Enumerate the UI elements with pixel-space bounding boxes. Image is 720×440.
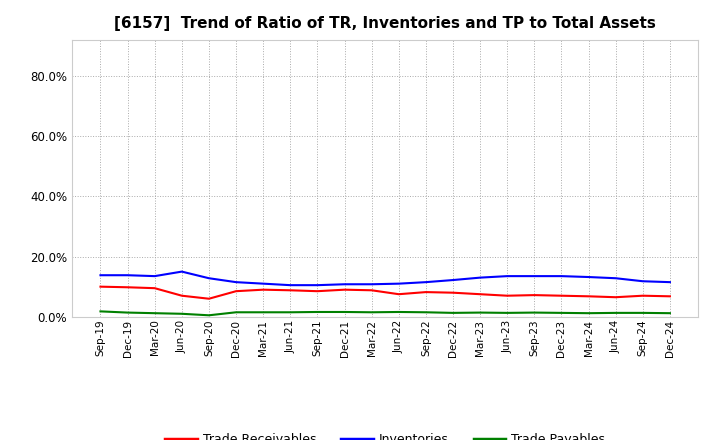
Inventories: [313, 282, 322, 288]
Trade Receivables: [665, 293, 674, 299]
Trade Payables: [476, 310, 485, 315]
Inventories: [530, 274, 539, 279]
Trade Receivables: [449, 290, 457, 295]
Trade Receivables: [395, 292, 403, 297]
Trade Receivables: [503, 293, 511, 298]
Trade Payables: [178, 311, 186, 316]
Trade Receivables: [557, 293, 566, 298]
Legend: Trade Receivables, Inventories, Trade Payables: Trade Receivables, Inventories, Trade Pa…: [161, 429, 610, 440]
Trade Payables: [584, 311, 593, 316]
Inventories: [639, 279, 647, 284]
Trade Payables: [503, 310, 511, 315]
Inventories: [476, 275, 485, 280]
Trade Payables: [286, 310, 294, 315]
Trade Receivables: [259, 287, 268, 292]
Trade Receivables: [341, 287, 349, 292]
Trade Receivables: [123, 285, 132, 290]
Inventories: [204, 275, 213, 281]
Inventories: [421, 279, 430, 285]
Inventories: [259, 281, 268, 286]
Trade Receivables: [367, 288, 376, 293]
Inventories: [123, 272, 132, 278]
Trade Payables: [639, 310, 647, 315]
Inventories: [611, 275, 620, 281]
Trade Receivables: [611, 294, 620, 300]
Trade Payables: [341, 309, 349, 315]
Trade Payables: [449, 310, 457, 315]
Trade Payables: [259, 310, 268, 315]
Inventories: [449, 277, 457, 282]
Line: Trade Receivables: Trade Receivables: [101, 287, 670, 299]
Trade Receivables: [286, 288, 294, 293]
Trade Payables: [96, 309, 105, 314]
Trade Payables: [530, 310, 539, 315]
Inventories: [665, 279, 674, 285]
Inventories: [503, 274, 511, 279]
Inventories: [367, 282, 376, 287]
Title: [6157]  Trend of Ratio of TR, Inventories and TP to Total Assets: [6157] Trend of Ratio of TR, Inventories…: [114, 16, 656, 32]
Trade Payables: [123, 310, 132, 315]
Trade Receivables: [639, 293, 647, 298]
Trade Receivables: [150, 286, 159, 291]
Trade Payables: [557, 310, 566, 315]
Inventories: [150, 274, 159, 279]
Trade Payables: [367, 310, 376, 315]
Inventories: [584, 275, 593, 280]
Trade Payables: [611, 310, 620, 315]
Trade Receivables: [232, 289, 240, 294]
Trade Receivables: [584, 293, 593, 299]
Trade Receivables: [178, 293, 186, 298]
Trade Receivables: [476, 292, 485, 297]
Inventories: [286, 282, 294, 288]
Trade Payables: [313, 309, 322, 315]
Line: Trade Payables: Trade Payables: [101, 312, 670, 315]
Trade Payables: [421, 310, 430, 315]
Inventories: [232, 279, 240, 285]
Inventories: [395, 281, 403, 286]
Inventories: [557, 274, 566, 279]
Trade Payables: [204, 313, 213, 318]
Trade Receivables: [421, 290, 430, 295]
Trade Receivables: [313, 289, 322, 294]
Trade Receivables: [204, 296, 213, 301]
Trade Payables: [395, 309, 403, 315]
Line: Inventories: Inventories: [101, 271, 670, 285]
Trade Receivables: [96, 284, 105, 290]
Trade Payables: [665, 311, 674, 316]
Inventories: [178, 269, 186, 274]
Trade Payables: [232, 310, 240, 315]
Inventories: [341, 282, 349, 287]
Trade Receivables: [530, 293, 539, 298]
Trade Payables: [150, 311, 159, 316]
Inventories: [96, 272, 105, 278]
